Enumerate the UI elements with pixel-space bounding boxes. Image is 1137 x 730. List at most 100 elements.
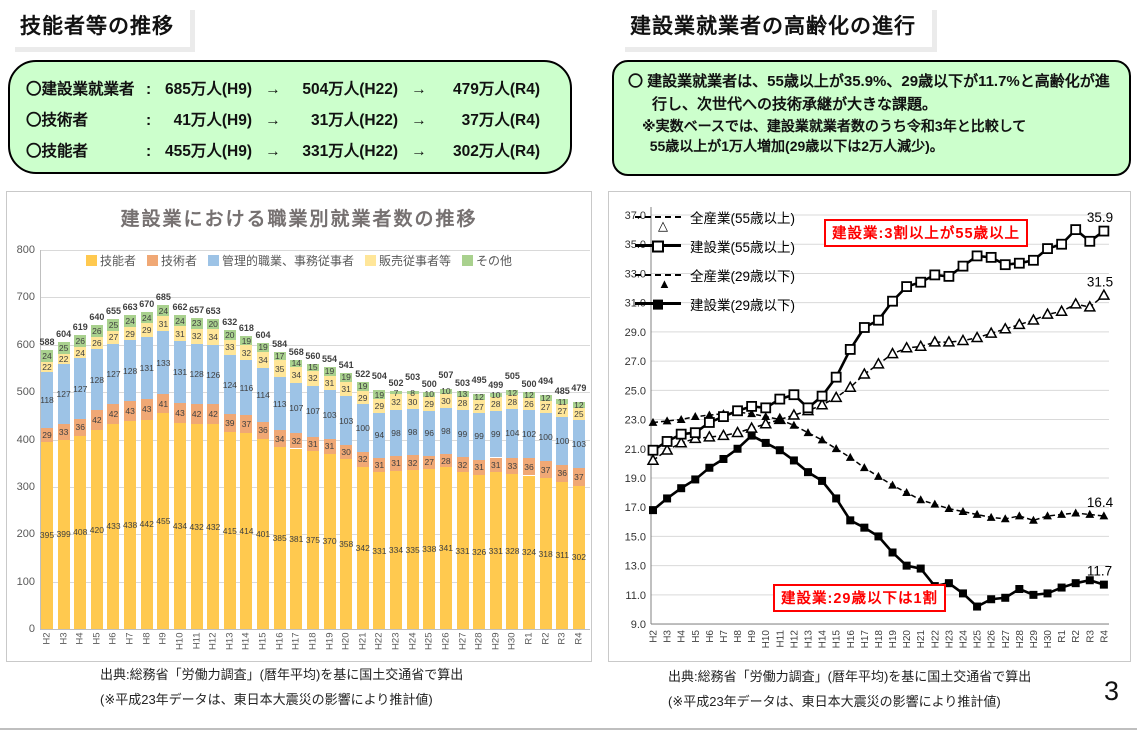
line-series-全産業(29歳以下) — [652, 411, 1104, 522]
bar-segment-label: 29 — [358, 392, 368, 403]
gridline — [40, 344, 590, 346]
x-tick-label: H9 — [747, 630, 758, 643]
marker-triangle-filled — [1057, 509, 1067, 518]
marker-square-open — [1013, 257, 1025, 269]
marker-square-filled — [1029, 590, 1038, 599]
marker-triangle-open — [1069, 297, 1082, 309]
bar-segment-管理的職業、事務従事者 — [390, 409, 403, 457]
bar-segment-label: 98 — [441, 425, 451, 436]
bar-segment-その他 — [190, 317, 203, 329]
y-tick-label: 700 — [16, 291, 35, 304]
legend-label: 管理的職業、事務従事者 — [221, 254, 354, 268]
bar-segment-管理的職業、事務従事者 — [140, 337, 153, 400]
summary-row-colon: : — [146, 143, 152, 160]
marker-triangle-filled — [831, 444, 841, 453]
marker-square-filled — [719, 454, 728, 463]
bar-segment-管理的職業、事務従事者 — [356, 404, 369, 452]
marker-square-filled — [803, 468, 812, 477]
bar-segment-技術者 — [273, 430, 286, 447]
bar-segment-label: 39 — [225, 418, 235, 429]
bar-segment-label: 37 — [241, 419, 252, 430]
bar-segment-管理的職業、事務従事者 — [290, 382, 303, 434]
bar-segment-技術者 — [157, 394, 170, 414]
annotation-29minus: 建設業:29歳以下は1割 — [773, 584, 947, 612]
marker-triangle-filled — [1085, 509, 1095, 518]
bar-segment-label: 22 — [42, 362, 52, 373]
bar-segment-技術者 — [57, 424, 70, 440]
bar-segment-label: 10 — [441, 386, 451, 397]
marker-square-open — [1098, 225, 1110, 237]
bar-segment-label: 12 — [574, 399, 584, 410]
x-tick-label: H11 — [775, 630, 786, 648]
marker-triangle-filled — [874, 471, 883, 480]
bar-segment-技術者 — [223, 413, 236, 433]
marker-triangle-filled — [676, 414, 686, 423]
bar-segment-label: 127 — [106, 368, 121, 379]
marker-square-filled — [832, 494, 841, 503]
bar-segment-label: 415 — [222, 525, 237, 536]
arrow-right-icon: → — [265, 112, 281, 129]
bar-segment-販売従事者等 — [140, 323, 153, 338]
bar-segment-販売従事者等 — [356, 390, 369, 405]
series-end-label: 16.4 — [1087, 495, 1114, 510]
bar-segment-管理的職業、事務従事者 — [506, 408, 519, 458]
bar-segment-管理的職業、事務従事者 — [107, 343, 120, 404]
x-tick-label: H6 — [107, 632, 119, 645]
bar-segment-その他 — [489, 392, 502, 398]
bar-segment-label: 33 — [58, 427, 69, 438]
bar-segment-その他 — [539, 394, 552, 401]
marker-square-filled — [663, 494, 672, 503]
bar-segment-その他 — [323, 366, 336, 376]
bar-segment-label: 22 — [58, 353, 69, 364]
series-end-label: 31.5 — [1087, 274, 1113, 289]
right-summary-line2: ※実数ベースでは、建設業就業者数のうち令和3年と比較して — [642, 118, 1027, 134]
bar-segment-技能者 — [406, 470, 419, 629]
bar-segment-label: 29 — [42, 429, 52, 440]
bar-segment-label: 10 — [491, 389, 501, 400]
marker-square-open — [689, 427, 701, 439]
marker-triangle-filled — [1099, 511, 1109, 520]
bar-segment-技術者 — [356, 451, 369, 467]
bar-segment-label: 25 — [58, 342, 69, 353]
legend-swatch-icon — [207, 255, 219, 266]
marker-square-open — [873, 314, 884, 326]
y-tick-label: 17.0 — [625, 502, 646, 514]
y-tick-label: 11.0 — [625, 590, 646, 602]
bar-total-label: 500 — [421, 379, 437, 390]
bar-segment-label: 302 — [571, 552, 586, 563]
right-section-title: 建設業就業者の高齢化の進行 — [620, 5, 932, 47]
x-tick-label: H24 — [407, 632, 419, 650]
x-tick-label: H2 — [649, 630, 660, 643]
marker-square-open — [999, 259, 1011, 271]
bar-total-label: 584 — [272, 339, 288, 350]
x-tick-label: H24 — [958, 630, 969, 649]
bar-segment-管理的職業、事務従事者 — [456, 410, 469, 458]
bar-total-label: 662 — [172, 301, 188, 312]
bar-segment-label: 42 — [191, 409, 202, 420]
x-tick-label: H26 — [440, 632, 452, 650]
bar-segment-label: 103 — [339, 415, 354, 426]
bar-segment-技能者 — [257, 439, 270, 629]
bar-segment-技能者 — [223, 432, 236, 629]
bar-segment-label: 43 — [175, 408, 185, 419]
bar-segment-label: 27 — [557, 405, 567, 416]
bar-segment-label: 100 — [355, 423, 370, 434]
marker-triangle-open — [674, 436, 688, 448]
marker-triangle-filled — [944, 504, 954, 513]
bar-segment-label: 42 — [208, 409, 218, 420]
bar-segment-技能者 — [107, 423, 120, 629]
bar-segment-その他 — [306, 363, 319, 371]
bar-segment-label: 12 — [540, 392, 551, 403]
bar-segment-技術者 — [207, 404, 220, 425]
bar-segment-販売従事者等 — [157, 316, 170, 331]
marker-triangle-open — [1041, 307, 1054, 319]
summary-value-h9: 41万人(H9) — [173, 112, 252, 129]
bar-segment-label: 408 — [73, 527, 88, 538]
marker-square-open — [858, 322, 870, 333]
bar-segment-管理的職業、事務従事者 — [473, 412, 486, 460]
marker-triangle-filled — [662, 416, 672, 425]
marker-triangle-filled — [986, 512, 996, 521]
summary-value-h22: 504万人(H22) — [302, 81, 398, 98]
legend-label: 全産業(55歳以上) — [690, 210, 796, 226]
bar-segment-label: 27 — [108, 332, 119, 343]
